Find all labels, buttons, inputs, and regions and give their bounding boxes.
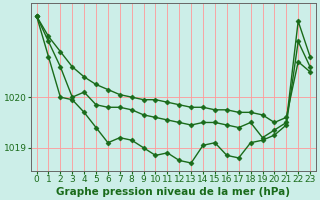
X-axis label: Graphe pression niveau de la mer (hPa): Graphe pression niveau de la mer (hPa) bbox=[56, 187, 290, 197]
